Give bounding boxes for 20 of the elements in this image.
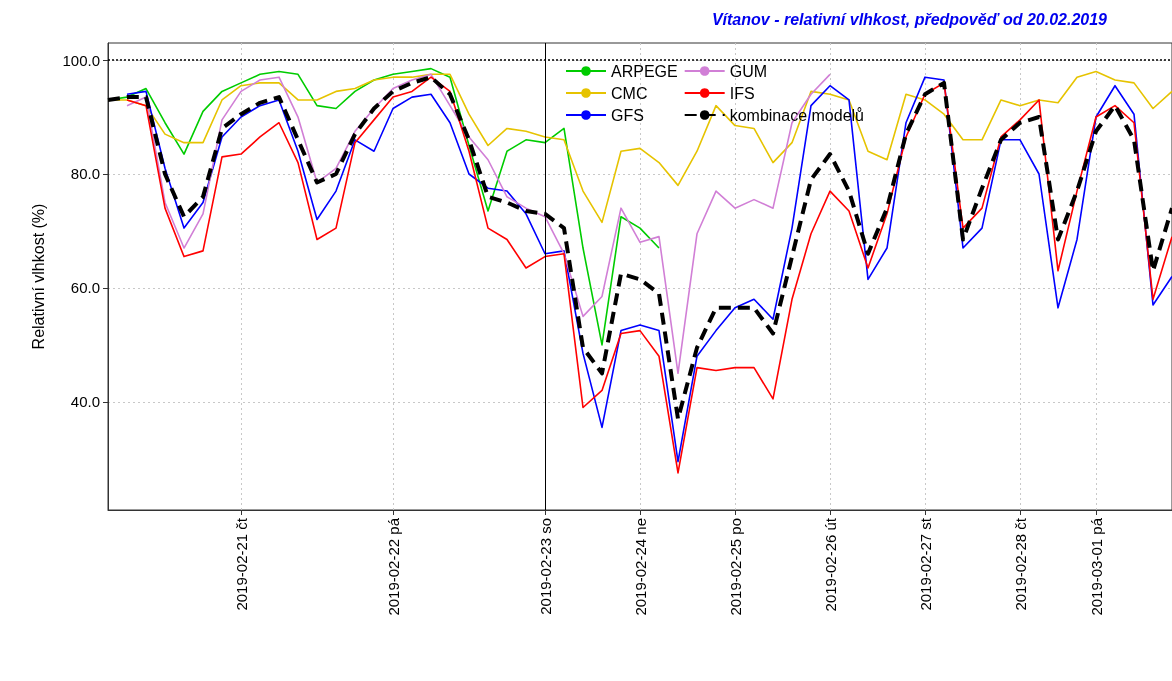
y-tick-label: 40.0: [70, 393, 100, 411]
x-tick-label: 2019-02-23 so: [536, 518, 554, 615]
y-tick-label: 100.0: [62, 51, 100, 69]
y-tick-label: 60.0: [70, 279, 100, 297]
x-tick-label: 2019-03-01 pá: [1087, 517, 1105, 616]
y-tick-label: 80.0: [70, 165, 100, 183]
x-tick-label: 2019-02-24 ne: [631, 518, 649, 616]
legend-label: ARPEGE: [611, 62, 678, 80]
x-tick-label: 2019-02-28 čt: [1011, 517, 1029, 611]
legend-label: GUM: [729, 62, 768, 80]
y-axis-title: Relativní vlhkost (%): [29, 203, 47, 350]
chart-title: Vítanov - relativní vlhkost, předpověď od 20.02.2019: [711, 10, 1108, 28]
legend-label: IFS: [729, 84, 755, 102]
x-tick-label: 2019-02-22 pá: [384, 517, 402, 616]
x-tick-label: 2019-02-26 út: [821, 517, 839, 612]
legend-label: CMC: [611, 84, 648, 102]
legend-label: GFS: [611, 106, 644, 124]
x-tick-label: 2019-02-27 st: [916, 517, 934, 611]
x-tick-label: 2019-02-21 čt: [232, 517, 250, 611]
x-tick-label: 2019-02-25 po: [726, 518, 744, 616]
